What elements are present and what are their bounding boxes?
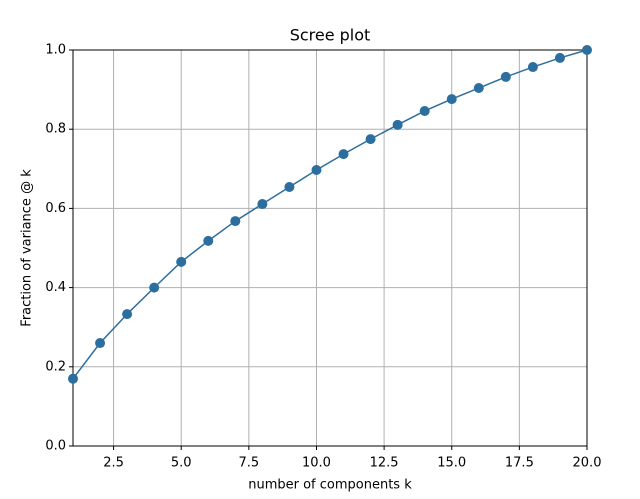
point (203, 235, 214, 246)
x-tick-label: 15.0 (437, 456, 466, 471)
x-tick-label: 20.0 (573, 456, 602, 471)
x-tick-label: 12.5 (370, 456, 399, 471)
x-tick-label: 2.5 (103, 456, 124, 471)
point (338, 149, 349, 160)
y-tick-label: 0.2 (45, 359, 66, 374)
point (257, 199, 268, 210)
x-axis-label: number of components k (248, 478, 412, 493)
chart-title: Scree plot (290, 26, 371, 45)
point (230, 216, 241, 227)
y-axis-label: Fraction of variance @ k (20, 169, 35, 327)
point (149, 282, 160, 293)
point (365, 134, 376, 145)
y-tick-label: 0.8 (45, 122, 66, 137)
point (446, 94, 457, 105)
point (122, 309, 133, 320)
y-tick-label: 1.0 (45, 43, 66, 58)
x-tick-label: 17.5 (505, 456, 534, 471)
point (176, 256, 187, 267)
line (72, 49, 588, 380)
point (582, 45, 592, 55)
point (284, 182, 295, 193)
point (68, 373, 78, 384)
point (554, 52, 565, 63)
x-tick-label: 7.5 (238, 456, 259, 471)
point (419, 105, 430, 116)
x-tick-label: 10.0 (302, 456, 331, 471)
x-tick-label: 5.0 (171, 456, 192, 471)
point (527, 62, 538, 73)
point (311, 164, 322, 175)
y-tick-label: 0.0 (45, 439, 66, 454)
y-tick-label: 0.6 (45, 201, 66, 216)
y-tick-label: 0.4 (45, 280, 66, 295)
point (500, 71, 511, 82)
point (473, 83, 484, 94)
point (95, 338, 106, 349)
point (392, 119, 403, 130)
plot-frame (72, 49, 588, 447)
